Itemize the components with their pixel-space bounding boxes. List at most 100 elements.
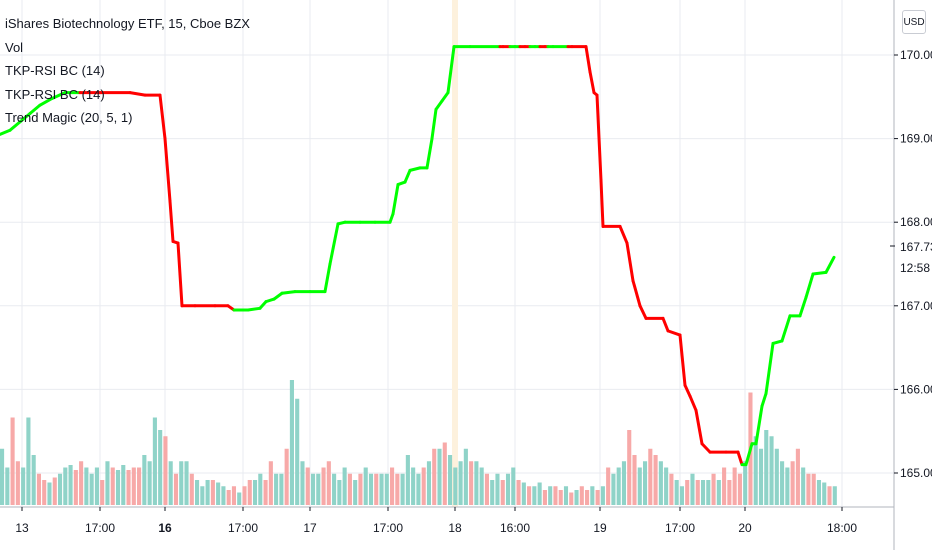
volume-bar — [115, 470, 121, 505]
volume-bar — [822, 482, 827, 505]
volume-bar — [147, 461, 152, 505]
currency-button[interactable]: USD — [902, 10, 926, 34]
trend-segment — [163, 137, 172, 203]
volume-bar — [669, 473, 674, 505]
volume-bar — [548, 486, 553, 505]
volume-bar — [411, 467, 416, 505]
volume-bar — [121, 465, 126, 505]
volume-bar — [337, 480, 342, 505]
legend-indicator-3[interactable]: Trend Magic (20, 5, 1) — [5, 110, 133, 125]
trend-segment — [824, 255, 836, 274]
volume-bar — [790, 461, 795, 505]
volume-bar — [674, 480, 679, 505]
trend-segment — [599, 178, 605, 228]
volume-bar — [621, 461, 627, 505]
volume-bar — [574, 490, 579, 505]
x-tick-label: 13 — [15, 521, 29, 535]
volume-bar — [231, 486, 237, 505]
volume-bar — [716, 480, 721, 505]
volume-bar — [458, 461, 463, 505]
trend-segment — [771, 339, 784, 345]
volume-bar — [63, 467, 68, 505]
volume-bar — [79, 461, 84, 505]
trend-segment — [176, 241, 184, 308]
volume-bar — [15, 461, 20, 505]
volume-bar — [158, 430, 163, 505]
volume-bar — [764, 430, 769, 505]
volume-bar — [5, 467, 10, 505]
volume-bar — [10, 417, 15, 505]
x-tick-label: 17:00 — [85, 521, 115, 535]
volume-bar — [563, 486, 569, 505]
volume-bar — [68, 465, 73, 505]
x-tick-label: 16 — [158, 521, 172, 535]
trend-segment — [28, 103, 42, 116]
volume-bar — [274, 473, 279, 505]
trend-segment — [625, 241, 635, 283]
volume-bar — [711, 473, 716, 505]
volume-bar — [426, 461, 432, 505]
volume-bar — [732, 467, 737, 505]
volume-bar — [42, 480, 47, 505]
volume-bar — [816, 480, 822, 505]
volume-bar — [321, 467, 326, 505]
trend-segment — [280, 290, 297, 295]
volume-bar — [516, 480, 521, 505]
symbol-title[interactable]: iShares Biotechnology ETF, 15, Cboe BZX — [5, 16, 250, 31]
volume-bar — [358, 473, 363, 505]
volume-bar — [616, 467, 621, 505]
volume-bar — [579, 486, 584, 505]
y-tick-label: 166.00 — [900, 382, 932, 396]
volume-bar — [500, 480, 505, 505]
volume-bar — [400, 473, 405, 505]
volume-bar — [52, 477, 57, 505]
volume-bar — [479, 467, 484, 505]
volume-bar — [774, 448, 779, 505]
volume-bar — [295, 398, 300, 505]
volume-bar — [94, 467, 99, 505]
legend-indicator-1[interactable]: TKP-RSI BC (14) — [5, 63, 105, 78]
trend-segment — [446, 45, 456, 95]
volume-bar — [31, 455, 36, 505]
volume-bar — [168, 461, 173, 505]
volume-bar — [379, 473, 384, 505]
volume-bar — [216, 482, 221, 505]
volume-bar — [442, 442, 447, 505]
trend-segment — [780, 314, 792, 343]
trend-segment — [50, 91, 67, 100]
volume-bar — [289, 380, 294, 505]
volume-bar — [637, 467, 642, 505]
volume-bar — [189, 473, 194, 505]
volume-bar — [110, 467, 115, 505]
volume-bar — [326, 461, 331, 505]
trend-segment — [158, 93, 167, 141]
grid-lines — [0, 0, 894, 507]
trend-segment — [272, 291, 284, 301]
volume-bar — [569, 492, 574, 505]
volume-bars — [0, 380, 837, 505]
volume-bar — [131, 467, 136, 505]
volume-bar — [0, 448, 5, 505]
volume-bar — [363, 467, 368, 505]
trend-segment — [128, 91, 147, 97]
volume-bar — [421, 467, 426, 505]
volume-bar — [595, 490, 600, 505]
volume-bar — [832, 486, 837, 505]
volume-bar — [521, 482, 526, 505]
legend-vol[interactable]: Vol — [5, 39, 24, 55]
trend-segment — [683, 383, 692, 398]
volume-bar — [490, 480, 495, 505]
volume-bar — [511, 467, 516, 505]
volume-bar — [126, 470, 131, 505]
time-axis[interactable]: 13 17:00 16 17:00 17 17:00 18 16:00 19 17:00 20 18:… — [0, 506, 894, 535]
volume-bar — [300, 461, 305, 505]
volume-bar — [484, 473, 489, 505]
trend-segment — [38, 96, 54, 107]
legend-indicator-2[interactable]: TKP-RSI BC (14) — [5, 86, 105, 102]
x-tick-label: 19 — [593, 521, 607, 535]
price-axis[interactable]: 170.00 169.00 168.00 167.00 166.00 165.00 — [893, 0, 932, 550]
trend-segment — [8, 120, 22, 132]
last-price-label: 167.73 12:58 — [890, 240, 932, 275]
volume-bar — [305, 467, 310, 505]
